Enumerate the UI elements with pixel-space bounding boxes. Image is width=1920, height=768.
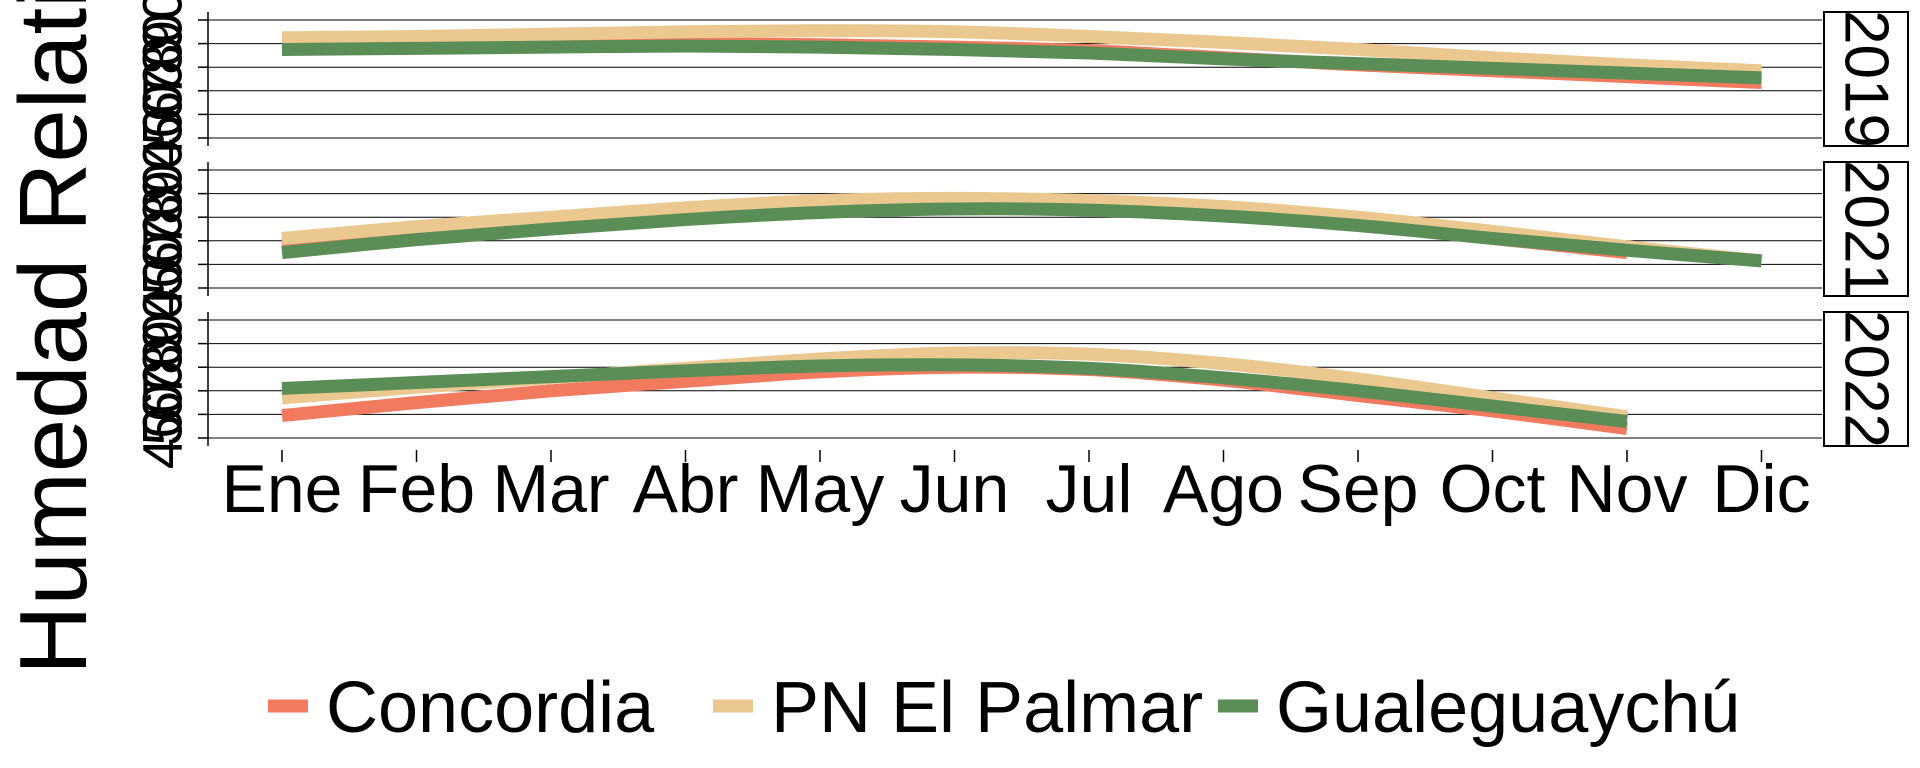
x-tick-label-ago: Ago — [1163, 451, 1284, 527]
y-tick-label: 60 — [131, 60, 194, 122]
x-tick-label-jul: Jul — [1046, 451, 1133, 527]
x-tick-label-ene: Ene — [222, 451, 343, 527]
x-tick-label-dic: Dic — [1712, 451, 1810, 527]
strip-label-2021: 2021 — [1832, 160, 1901, 298]
y-tick-label: 80 — [131, 12, 194, 74]
y-tick-label: 60 — [131, 210, 194, 272]
x-tick-label-jun: Jun — [900, 451, 1010, 527]
legend-label-concordia: Concordia — [326, 668, 655, 748]
y-tick-label: 50 — [131, 383, 194, 445]
x-tick-label-oct: Oct — [1440, 451, 1546, 527]
strip-box — [1823, 161, 1909, 297]
x-tick-label-mar: Mar — [492, 451, 609, 527]
y-tick-label: 70 — [131, 36, 194, 98]
y-tick-label: 80 — [131, 162, 194, 224]
legend-label-gualeguaych-: Gualeguaychú — [1276, 668, 1740, 748]
y-tick-label: 40 — [131, 107, 194, 169]
legend-label-pn-el-palmar: PN El Palmar — [771, 668, 1203, 748]
x-tick-label-nov: Nov — [1567, 451, 1688, 527]
x-tick-label-may: May — [756, 451, 884, 527]
y-tick-label: 50 — [131, 83, 194, 145]
series-line-gualeguaych--2022 — [281, 358, 1628, 428]
y-tick-label: 90 — [131, 139, 194, 201]
x-axis: Ene Feb Mar Abr May Jun Jul Ago Sep Oct Nov Dic — [222, 450, 1811, 527]
strip-label-2022: 2022 — [1832, 310, 1901, 448]
series-line-gualeguaych--2021 — [281, 202, 1763, 268]
y-tick-label: 80 — [131, 312, 194, 374]
x-tick-label-sep: Sep — [1298, 451, 1419, 527]
y-tick-label: 60 — [131, 360, 194, 422]
strip-label-2019: 2019 — [1832, 10, 1901, 148]
y-tick-label: 90 — [131, 289, 194, 351]
y-tick-label: 70 — [131, 186, 194, 248]
y-tick-label: 40 — [131, 257, 194, 319]
x-tick-label-feb: Feb — [358, 451, 475, 527]
y-tick-label: 90 — [131, 0, 194, 51]
strip-box — [1823, 311, 1909, 447]
y-tick-label: 50 — [131, 233, 194, 295]
legend: Concordia PN El Palmar Gualeguaychú — [268, 668, 1740, 748]
y-tick-label: 40 — [131, 407, 194, 469]
series-line-gualeguaych--2019 — [281, 39, 1762, 85]
series-line-pn-el-palmar-2021 — [281, 191, 1763, 268]
strip-box — [1823, 11, 1909, 147]
series-line-pn-el-palmar-2019 — [281, 24, 1762, 78]
y-tick-label: 70 — [131, 336, 194, 398]
x-tick-label-abr: Abr — [633, 451, 739, 527]
y-axis-label: Humedad Relativa — [0, 0, 107, 675]
